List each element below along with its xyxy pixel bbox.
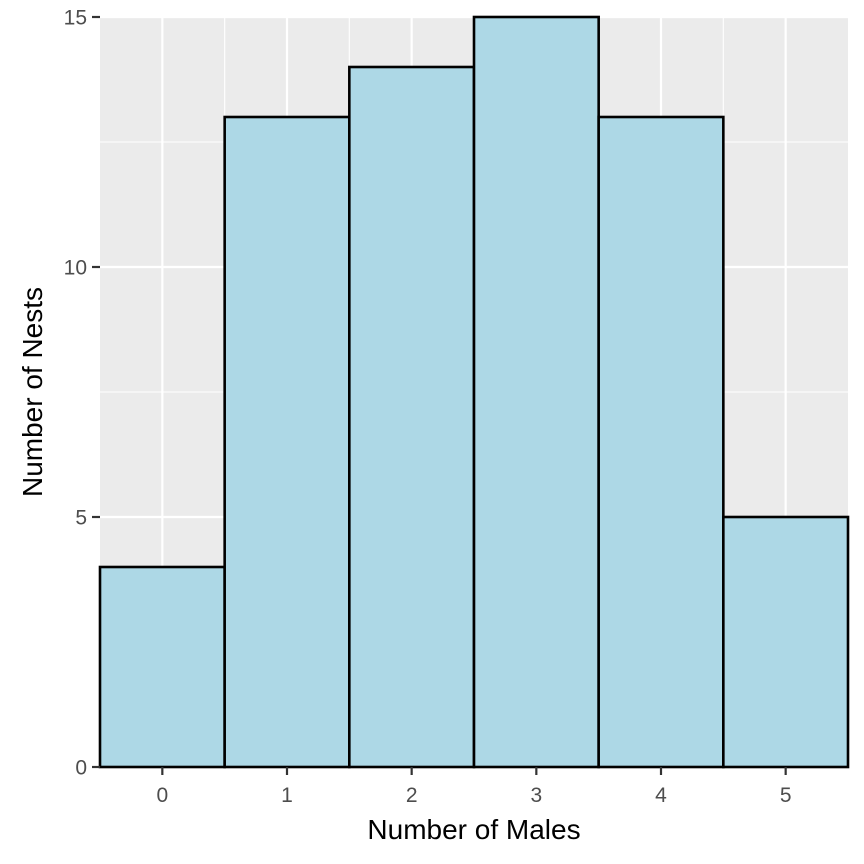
x-tick-label: 4 — [655, 784, 667, 807]
x-tick-label: 3 — [530, 784, 542, 807]
y-axis-title: Number of Nests — [17, 287, 48, 497]
y-tick-label: 5 — [75, 507, 87, 530]
y-tick-label: 0 — [75, 757, 87, 780]
bar-3 — [472, 15, 600, 769]
x-tick-label: 1 — [281, 784, 293, 807]
y-tick-label: 15 — [64, 7, 87, 30]
x-axis-title: Number of Males — [367, 814, 580, 845]
x-axis: 0 1 2 3 4 5 — [156, 767, 792, 807]
bar-1 — [223, 115, 351, 769]
bar-4 — [597, 115, 725, 769]
x-tick-label: 0 — [156, 784, 168, 807]
x-tick-label: 5 — [780, 784, 792, 807]
bar-0 — [98, 565, 226, 769]
y-tick-label: 10 — [64, 257, 87, 280]
x-tick-label: 2 — [406, 784, 418, 807]
bar-5 — [722, 515, 850, 769]
y-axis: 0 5 10 15 — [64, 7, 100, 780]
bar-2 — [348, 65, 476, 769]
bars — [98, 15, 850, 769]
